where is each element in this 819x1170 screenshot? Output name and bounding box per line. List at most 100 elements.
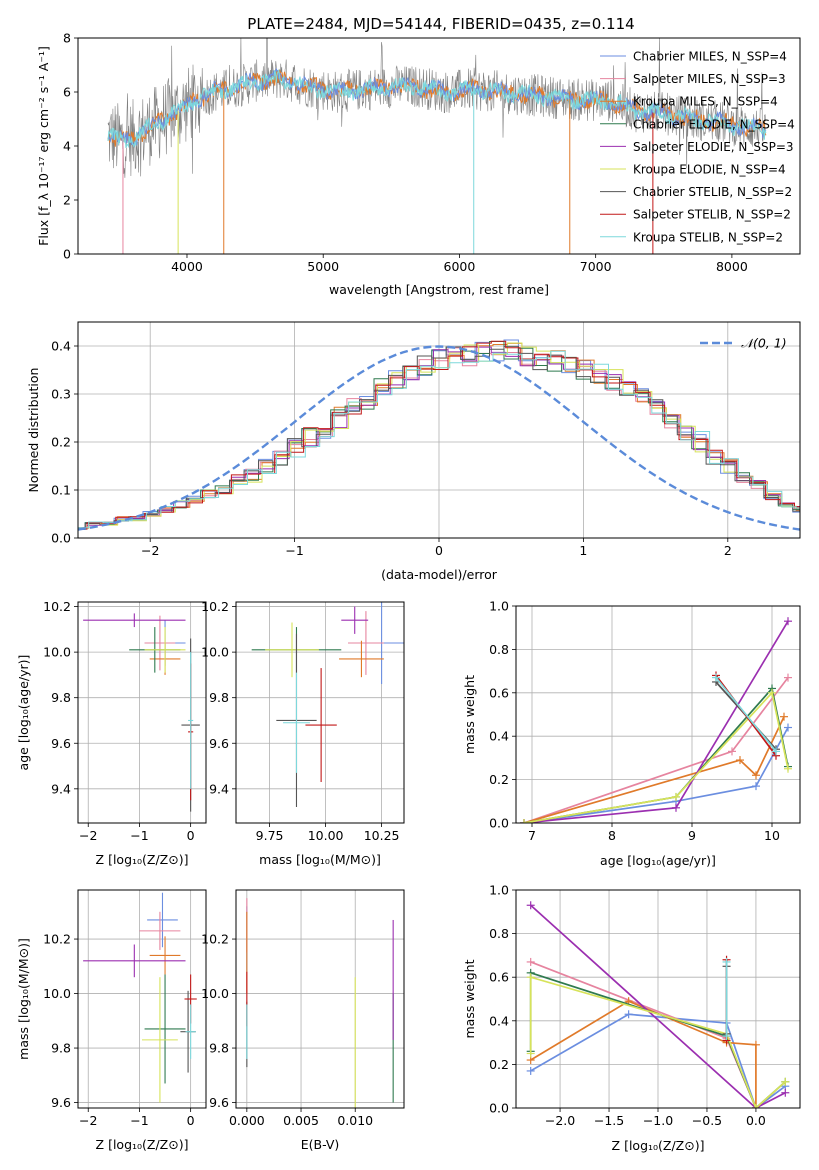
spectrum-xtick-label: 8000 — [716, 259, 748, 274]
legend-entry-label: Chabrier STELIB, N_SSP=2 — [633, 185, 792, 199]
mass_vs_Z-grid — [78, 890, 206, 1108]
mass_weight_vs_Z-ytick-label: 0.0 — [489, 1101, 509, 1116]
legend-entry-label: Kroupa ELODIE, N_SSP=4 — [633, 163, 786, 177]
age_vs_Z-xlabel: Z [log₁₀(Z/Z⊙)] — [96, 852, 189, 867]
mass_vs_ebv-ytick-label: 10.2 — [201, 932, 229, 947]
histogram-kroupa_elodie — [78, 342, 800, 529]
age_vs_mass-xtick-label: 9.75 — [256, 828, 284, 843]
series-marker-salpeter_miles — [728, 747, 736, 756]
mass_weight_vs_age-ytick-label: 0.2 — [489, 772, 509, 787]
residuals-ylabel: Normed distribution — [26, 368, 41, 493]
errorbar-kroupa_stelib — [185, 1004, 196, 1059]
errorbar-salpeter_miles — [139, 911, 181, 950]
errorbar-salpeter_elodie — [341, 606, 369, 634]
series-marker-salpeter_miles — [784, 673, 792, 682]
age_vs_Z-series — [83, 613, 200, 812]
legend-entry-label: Salpeter STELIB, N_SSP=2 — [633, 208, 791, 222]
mass_vs_Z-ytick-label: 10.0 — [43, 986, 71, 1001]
age_vs_Z-ytick-label: 9.4 — [51, 781, 71, 796]
series-marker-kroupa_stelib — [772, 747, 780, 756]
errorbar-salpeter_miles — [144, 615, 176, 671]
legend-entry-label: Salpeter ELODIE, N_SSP=3 — [633, 140, 794, 154]
series-line-chabrier_miles — [523, 727, 789, 823]
mass_vs_Z-ytick-label: 10.2 — [43, 932, 71, 947]
residuals-ytick-label: 0.2 — [51, 435, 71, 450]
mass_weight_vs_Z-ytick-label: 0.6 — [489, 970, 509, 985]
residuals-frame — [77, 321, 801, 539]
errorbar-salpeter_stelib — [305, 668, 337, 782]
age_vs_Z-ytick-label: 9.8 — [51, 690, 71, 705]
mass_vs_ebv-grid — [236, 890, 404, 1108]
age_vs_Z-ylabel: age [log₁₀(age/yr)] — [16, 655, 31, 771]
spectrum-frame — [77, 37, 801, 255]
spectrum-legend: Chabrier MILES, N_SSP=4 Salpeter MILES, N… — [600, 50, 795, 244]
spectrum-series — [107, 38, 767, 254]
spectrum-xtick-label: 7000 — [580, 259, 612, 274]
mass_vs_Z-xtick-label: 0 — [187, 1113, 195, 1128]
residuals-ytick-label: 0.0 — [51, 531, 71, 546]
mass_vs_ebv-xtick-label: 0.005 — [283, 1113, 319, 1128]
mass_weight_vs_age-ylabel: mass weight — [462, 675, 477, 754]
mass_weight_vs_age-grid — [516, 605, 800, 824]
legend-entry-label: Kroupa STELIB, N_SSP=2 — [633, 230, 783, 244]
series-marker-kroupa_elodie — [520, 819, 528, 823]
mass_vs_Z-series — [83, 892, 197, 1103]
legend-entry-label: 𝒩(0, 1) — [741, 336, 787, 351]
mass_weight_vs_Z-ytick-label: 0.2 — [489, 1057, 509, 1072]
age_vs_mass-xtick-label: 10.25 — [364, 828, 400, 843]
errorbar-kroupa_elodie — [142, 977, 178, 1103]
age_vs_Z-ytick-label: 10.0 — [43, 645, 71, 660]
legend-entry-label: Kroupa MILES, N_SSP=4 — [633, 95, 778, 109]
mass_vs_ebv-ytick-label: 9.6 — [209, 1095, 229, 1110]
mass_weight_vs_age-xlabel: age [log₁₀(age/yr)] — [600, 853, 716, 868]
spectrum-axes: 4000 5000 6000 7000 8000 0 2 4 6 8 — [63, 31, 748, 275]
errorbar-kroupa_miles — [339, 640, 384, 678]
spectrum-ytick-label: 4 — [63, 139, 71, 154]
errorbar-kroupa_stelib — [188, 652, 194, 789]
spectrum-xlabel: wavelength [Angstrom, rest frame] — [329, 282, 549, 297]
mass_vs_ebv-axes: 0.000 0.005 0.010 9.6 9.8 10.0 10.2 — [201, 890, 404, 1128]
histogram-chabrier_miles — [78, 339, 800, 529]
series-marker-kroupa_elodie — [781, 1077, 790, 1086]
series-marker-chabrier_miles — [752, 782, 760, 791]
series-line-kroupa_elodie — [523, 691, 789, 823]
mass_weight_vs_age-xtick-label: 9 — [688, 828, 696, 843]
series-marker-kroupa_stelib — [722, 957, 731, 966]
residuals-xtick-label: −2 — [141, 543, 159, 558]
mass_vs_Z-xtick-label: −1 — [130, 1113, 148, 1128]
mass_weight_vs_Z-ytick-label: 0.4 — [489, 1013, 509, 1028]
errorbar-salpeter_elodie — [83, 944, 186, 978]
mass_weight_vs_Z-grid — [516, 889, 800, 1109]
mass_vs_ebv-xtick-label: 0.000 — [229, 1113, 265, 1128]
errorbar-kroupa_stelib — [283, 672, 310, 773]
legend-entry-label: Salpeter MILES, N_SSP=3 — [633, 72, 786, 86]
age_vs_mass-xtick-label: 10.00 — [308, 828, 344, 843]
series-line-chabrier_elodie — [523, 686, 789, 823]
mass_vs_Z-xtick-label: −2 — [79, 1113, 97, 1128]
residuals-legend: 𝒩(0, 1) — [700, 336, 787, 351]
spectrum-ytick-label: 0 — [63, 247, 71, 262]
series-marker-kroupa_elodie — [526, 973, 535, 982]
series-marker-kroupa_elodie — [751, 1104, 760, 1108]
spectrum-ytick-label: 6 — [63, 85, 71, 100]
residuals-xtick-label: 0 — [435, 543, 443, 558]
age_vs_Z-xtick-label: 0 — [187, 828, 195, 843]
age_vs_Z-xtick-label: −1 — [130, 828, 148, 843]
mass_weight_vs_Z-ytick-label: 1.0 — [489, 883, 509, 898]
series-marker-kroupa_elodie — [784, 764, 792, 773]
age_vs_Z-xtick-label: −2 — [79, 828, 97, 843]
age_vs_mass-ytick-label: 9.6 — [209, 736, 229, 751]
errorbar-chabrier_elodie — [144, 974, 186, 1084]
mass_weight_vs_Z-xtick-label: −1.5 — [594, 1113, 624, 1128]
mass_weight_vs_Z-xtick-label: 0.0 — [746, 1113, 766, 1128]
age_vs_mass-ytick-label: 10.2 — [201, 599, 229, 614]
residuals-ytick-label: 0.4 — [51, 339, 71, 354]
mass_vs_Z-ytick-label: 9.8 — [51, 1041, 71, 1056]
mass_weight_vs_Z-series — [526, 901, 790, 1108]
mass_vs_Z-ylabel: mass [log₁₀(M/M⊙)] — [16, 938, 31, 1060]
spectrum-data-line — [107, 38, 766, 178]
errorbar-kroupa_elodie — [144, 627, 186, 673]
mass_weight_vs_age-ytick-label: 0.4 — [489, 729, 509, 744]
mass_vs_ebv-xtick-label: 0.010 — [337, 1113, 373, 1128]
age_vs_Z-frame — [77, 601, 207, 824]
